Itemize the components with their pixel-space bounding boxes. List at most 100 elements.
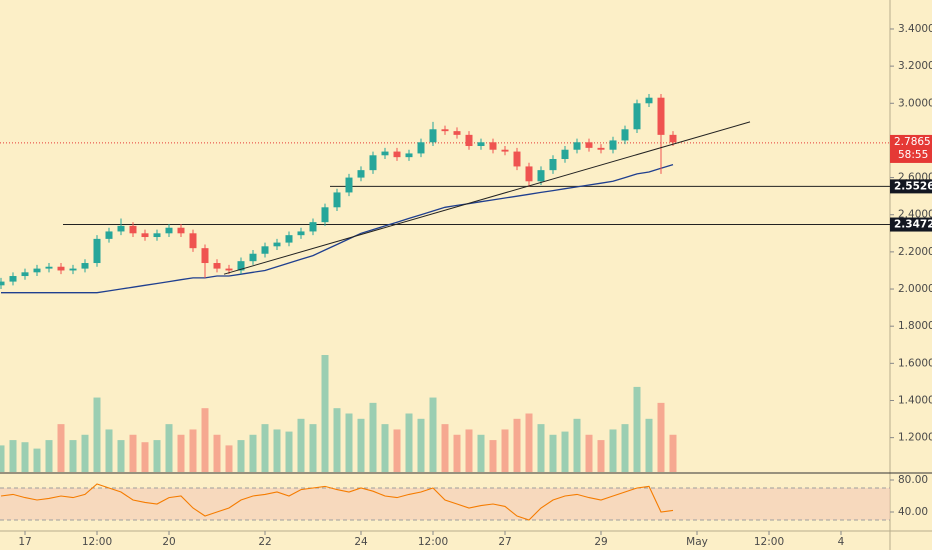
volume-bar [285, 431, 293, 472]
volume-bar [237, 440, 245, 472]
volume-bar [165, 424, 173, 472]
candle-body [333, 192, 341, 208]
volume-bar [597, 440, 605, 472]
countdown-label: 58:55 [898, 149, 928, 161]
candle-body [117, 225, 125, 232]
volume-bar [429, 397, 437, 472]
y-tick-label: 2.0000 [898, 283, 932, 295]
x-tick-label: 24 [354, 536, 368, 548]
candle-body [141, 233, 149, 238]
candle-body [69, 268, 77, 271]
candle-body [0, 281, 5, 286]
candle-body [549, 159, 557, 171]
y-tick-label: 1.8000 [898, 320, 932, 332]
volume-bar [9, 440, 17, 472]
volume-bar [117, 440, 125, 472]
candle-body [45, 266, 53, 269]
candle-body [597, 147, 605, 150]
x-tick-label: 12:00 [82, 536, 112, 548]
candle-body [33, 268, 41, 273]
candle-body [249, 253, 257, 262]
candle-body [609, 140, 617, 150]
candle-body [537, 170, 545, 182]
volume-bar [477, 434, 485, 472]
candle-body [501, 149, 509, 152]
y-tick-label: 1.6000 [898, 357, 932, 369]
volume-bar [21, 442, 29, 472]
level-label-box [890, 179, 932, 194]
candle-body [657, 97, 665, 135]
level-label: 2.5526 [894, 180, 932, 192]
candle-body [645, 97, 653, 104]
candle-body [81, 263, 89, 269]
volume-bar [45, 440, 53, 472]
volume-bar [273, 429, 281, 472]
x-tick-label: 22 [258, 536, 271, 548]
volume-bar [249, 434, 257, 472]
candle-body [585, 142, 593, 148]
volume-bar [633, 386, 641, 472]
x-tick-label: 12:00 [418, 536, 448, 548]
candle-body [309, 222, 317, 232]
volume-bar [57, 424, 65, 472]
candle-body [357, 170, 365, 178]
candle-body [393, 151, 401, 158]
candle-body [225, 268, 233, 271]
last-price-box [890, 134, 932, 163]
candle-body [465, 134, 473, 147]
volume-bar [561, 431, 569, 472]
candle-body [477, 142, 485, 147]
candle-body [321, 207, 329, 223]
y-tick-label: 2.2000 [898, 246, 932, 258]
candle-body [381, 151, 389, 156]
candle-body [57, 266, 65, 271]
x-tick-label: 27 [498, 536, 511, 548]
volume-bar [81, 434, 89, 472]
x-tick-label: 12:00 [754, 536, 784, 548]
y-tick-label: 1.4000 [898, 394, 932, 406]
volume-bar [105, 429, 113, 472]
y-tick-label: 3.4000 [898, 23, 932, 35]
volume-bar [225, 445, 233, 472]
level-label-box [890, 217, 932, 232]
candle-body [453, 131, 461, 135]
moving-average [1, 163, 674, 294]
volume-bar [549, 434, 557, 472]
volume-bar [465, 429, 473, 472]
candle-body [441, 129, 449, 132]
volume-bar [645, 418, 653, 472]
candle-body [129, 225, 137, 234]
candle-body [105, 231, 113, 239]
candle-body [621, 129, 629, 141]
volume-bar [321, 355, 329, 472]
trendline [223, 121, 751, 275]
volume-bar [537, 424, 545, 472]
volume-bar [33, 448, 41, 472]
volume-bar [357, 418, 365, 472]
x-tick-label: 17 [18, 536, 31, 548]
candle-body [345, 177, 353, 193]
volume-bar [573, 418, 581, 472]
volume-bar [513, 418, 521, 472]
candle-body [669, 134, 677, 143]
volume-bar [489, 440, 497, 472]
candle-body [633, 103, 641, 130]
volume-bar [453, 434, 461, 472]
candle-body [525, 166, 533, 182]
candle-body [21, 272, 29, 277]
volume-bar [297, 418, 305, 472]
volume-bar [129, 434, 137, 472]
volume-bar [93, 397, 101, 472]
y-tick-label: 3.2000 [898, 60, 932, 72]
volume-bar [141, 442, 149, 472]
candle-body [261, 246, 269, 254]
candle-body [285, 235, 293, 243]
volume-bar [345, 413, 353, 472]
y-tick-label: 1.2000 [898, 432, 932, 444]
volume-bar [201, 408, 209, 472]
candle-body [213, 263, 221, 269]
candle-body [405, 153, 413, 158]
rsi-band [0, 488, 890, 520]
